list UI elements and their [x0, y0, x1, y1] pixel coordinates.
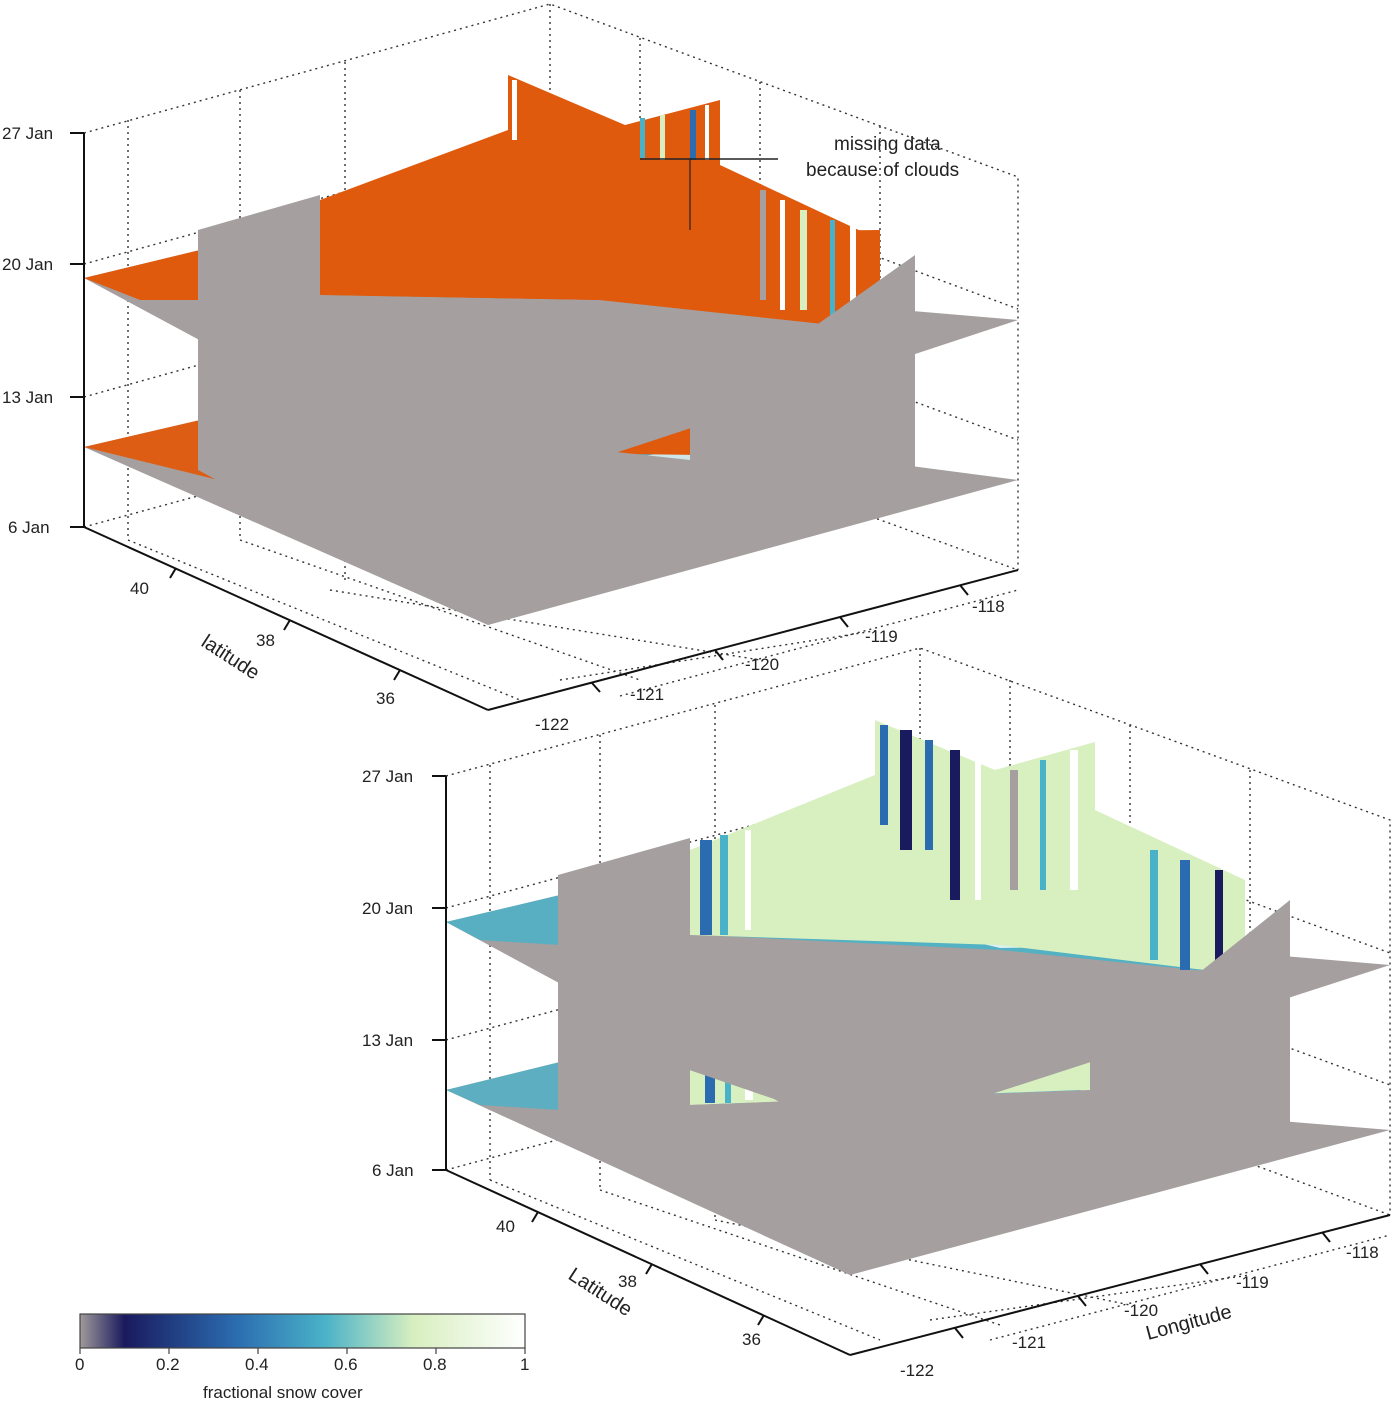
colorbar-tick-0.6: 0.6 [334, 1355, 358, 1374]
top-annotation: missing data because of clouds [640, 134, 959, 230]
top-axes [83, 133, 1019, 711]
top-time-ticks: 27 Jan 20 Jan 13 Jan 6 Jan [2, 124, 84, 537]
colorbar-tick-0.8: 0.8 [423, 1355, 447, 1374]
top-lat-ticks: 40 38 36 latitude [130, 567, 401, 708]
top-wall-upper [320, 75, 880, 330]
bottom-lon-ticks: -122 -121 -120 -119 -118 Longitude [900, 1231, 1379, 1380]
top-tick-27jan: 27 Jan [2, 124, 53, 143]
colorbar-tick-1: 1 [520, 1355, 529, 1374]
colorbar-ticks [79, 1348, 526, 1354]
bottom-lon-118: -118 [1346, 1243, 1379, 1262]
colorbar-tick-0.2: 0.2 [156, 1355, 180, 1374]
top-lat-36: 36 [376, 689, 395, 708]
colorbar-label: fractional snow cover [203, 1383, 363, 1402]
bottom-lat-36: 36 [742, 1330, 761, 1349]
bottom-lon-121: -121 [1012, 1333, 1046, 1352]
bottom-tick-6jan: 6 Jan [372, 1161, 414, 1180]
bottom-panel: 27 Jan 20 Jan 13 Jan 6 Jan 40 38 36 Lati… [362, 647, 1391, 1380]
bottom-lat-38: 38 [618, 1272, 637, 1291]
bottom-wall-upper-stripes [700, 725, 1223, 975]
bottom-lat-ticks: 40 38 36 Latitude [496, 1211, 765, 1349]
bottom-tick-13jan: 13 Jan [362, 1031, 413, 1050]
bottom-gray-column [558, 838, 1290, 1275]
colorbar: 0 0.2 0.4 0.6 0.8 1 fractional snow cove… [75, 1313, 529, 1402]
bottom-lat-40: 40 [496, 1217, 515, 1236]
top-lon-122: -122 [535, 715, 569, 734]
annotation-line1: missing data [834, 134, 941, 155]
top-tick-6jan: 6 Jan [8, 518, 50, 537]
top-lon-121: -121 [630, 685, 664, 704]
top-tick-20jan: 20 Jan [2, 255, 53, 274]
bottom-time-ticks: 27 Jan 20 Jan 13 Jan 6 Jan [362, 767, 446, 1180]
bottom-axes [445, 776, 1391, 1356]
top-lon-ticks: -122 -121 -120 -119 -118 [535, 584, 1005, 734]
bottom-gray-upper-fill [558, 945, 1390, 1125]
colorbar-tick-0.4: 0.4 [245, 1355, 269, 1374]
top-gray-column [198, 195, 915, 625]
top-lat-38: 38 [256, 631, 275, 650]
bottom-tick-27jan: 27 Jan [362, 767, 413, 786]
bottom-lon-120: -120 [1124, 1301, 1158, 1320]
top-lon-119: -119 [865, 627, 898, 646]
top-latitude-label: latitude [197, 631, 263, 685]
annotation-line2: because of clouds [806, 160, 959, 181]
top-lon-118: -118 [972, 597, 1005, 616]
bottom-lon-119: -119 [1236, 1273, 1269, 1292]
bottom-lon-122: -122 [900, 1361, 934, 1380]
colorbar-gradient [79, 1313, 526, 1349]
colorbar-tick-0: 0 [75, 1355, 84, 1374]
top-lon-120: -120 [745, 655, 779, 674]
bottom-tick-20jan: 20 Jan [362, 899, 413, 918]
top-lat-40: 40 [130, 579, 149, 598]
top-wall-upper-stripes [512, 80, 856, 325]
top-gray-upper-fill [198, 300, 1018, 480]
top-panel: missing data because of clouds 27 Jan 20… [2, 3, 1019, 734]
top-tick-13jan: 13 Jan [2, 388, 53, 407]
bottom-wall-upper [690, 720, 1245, 975]
